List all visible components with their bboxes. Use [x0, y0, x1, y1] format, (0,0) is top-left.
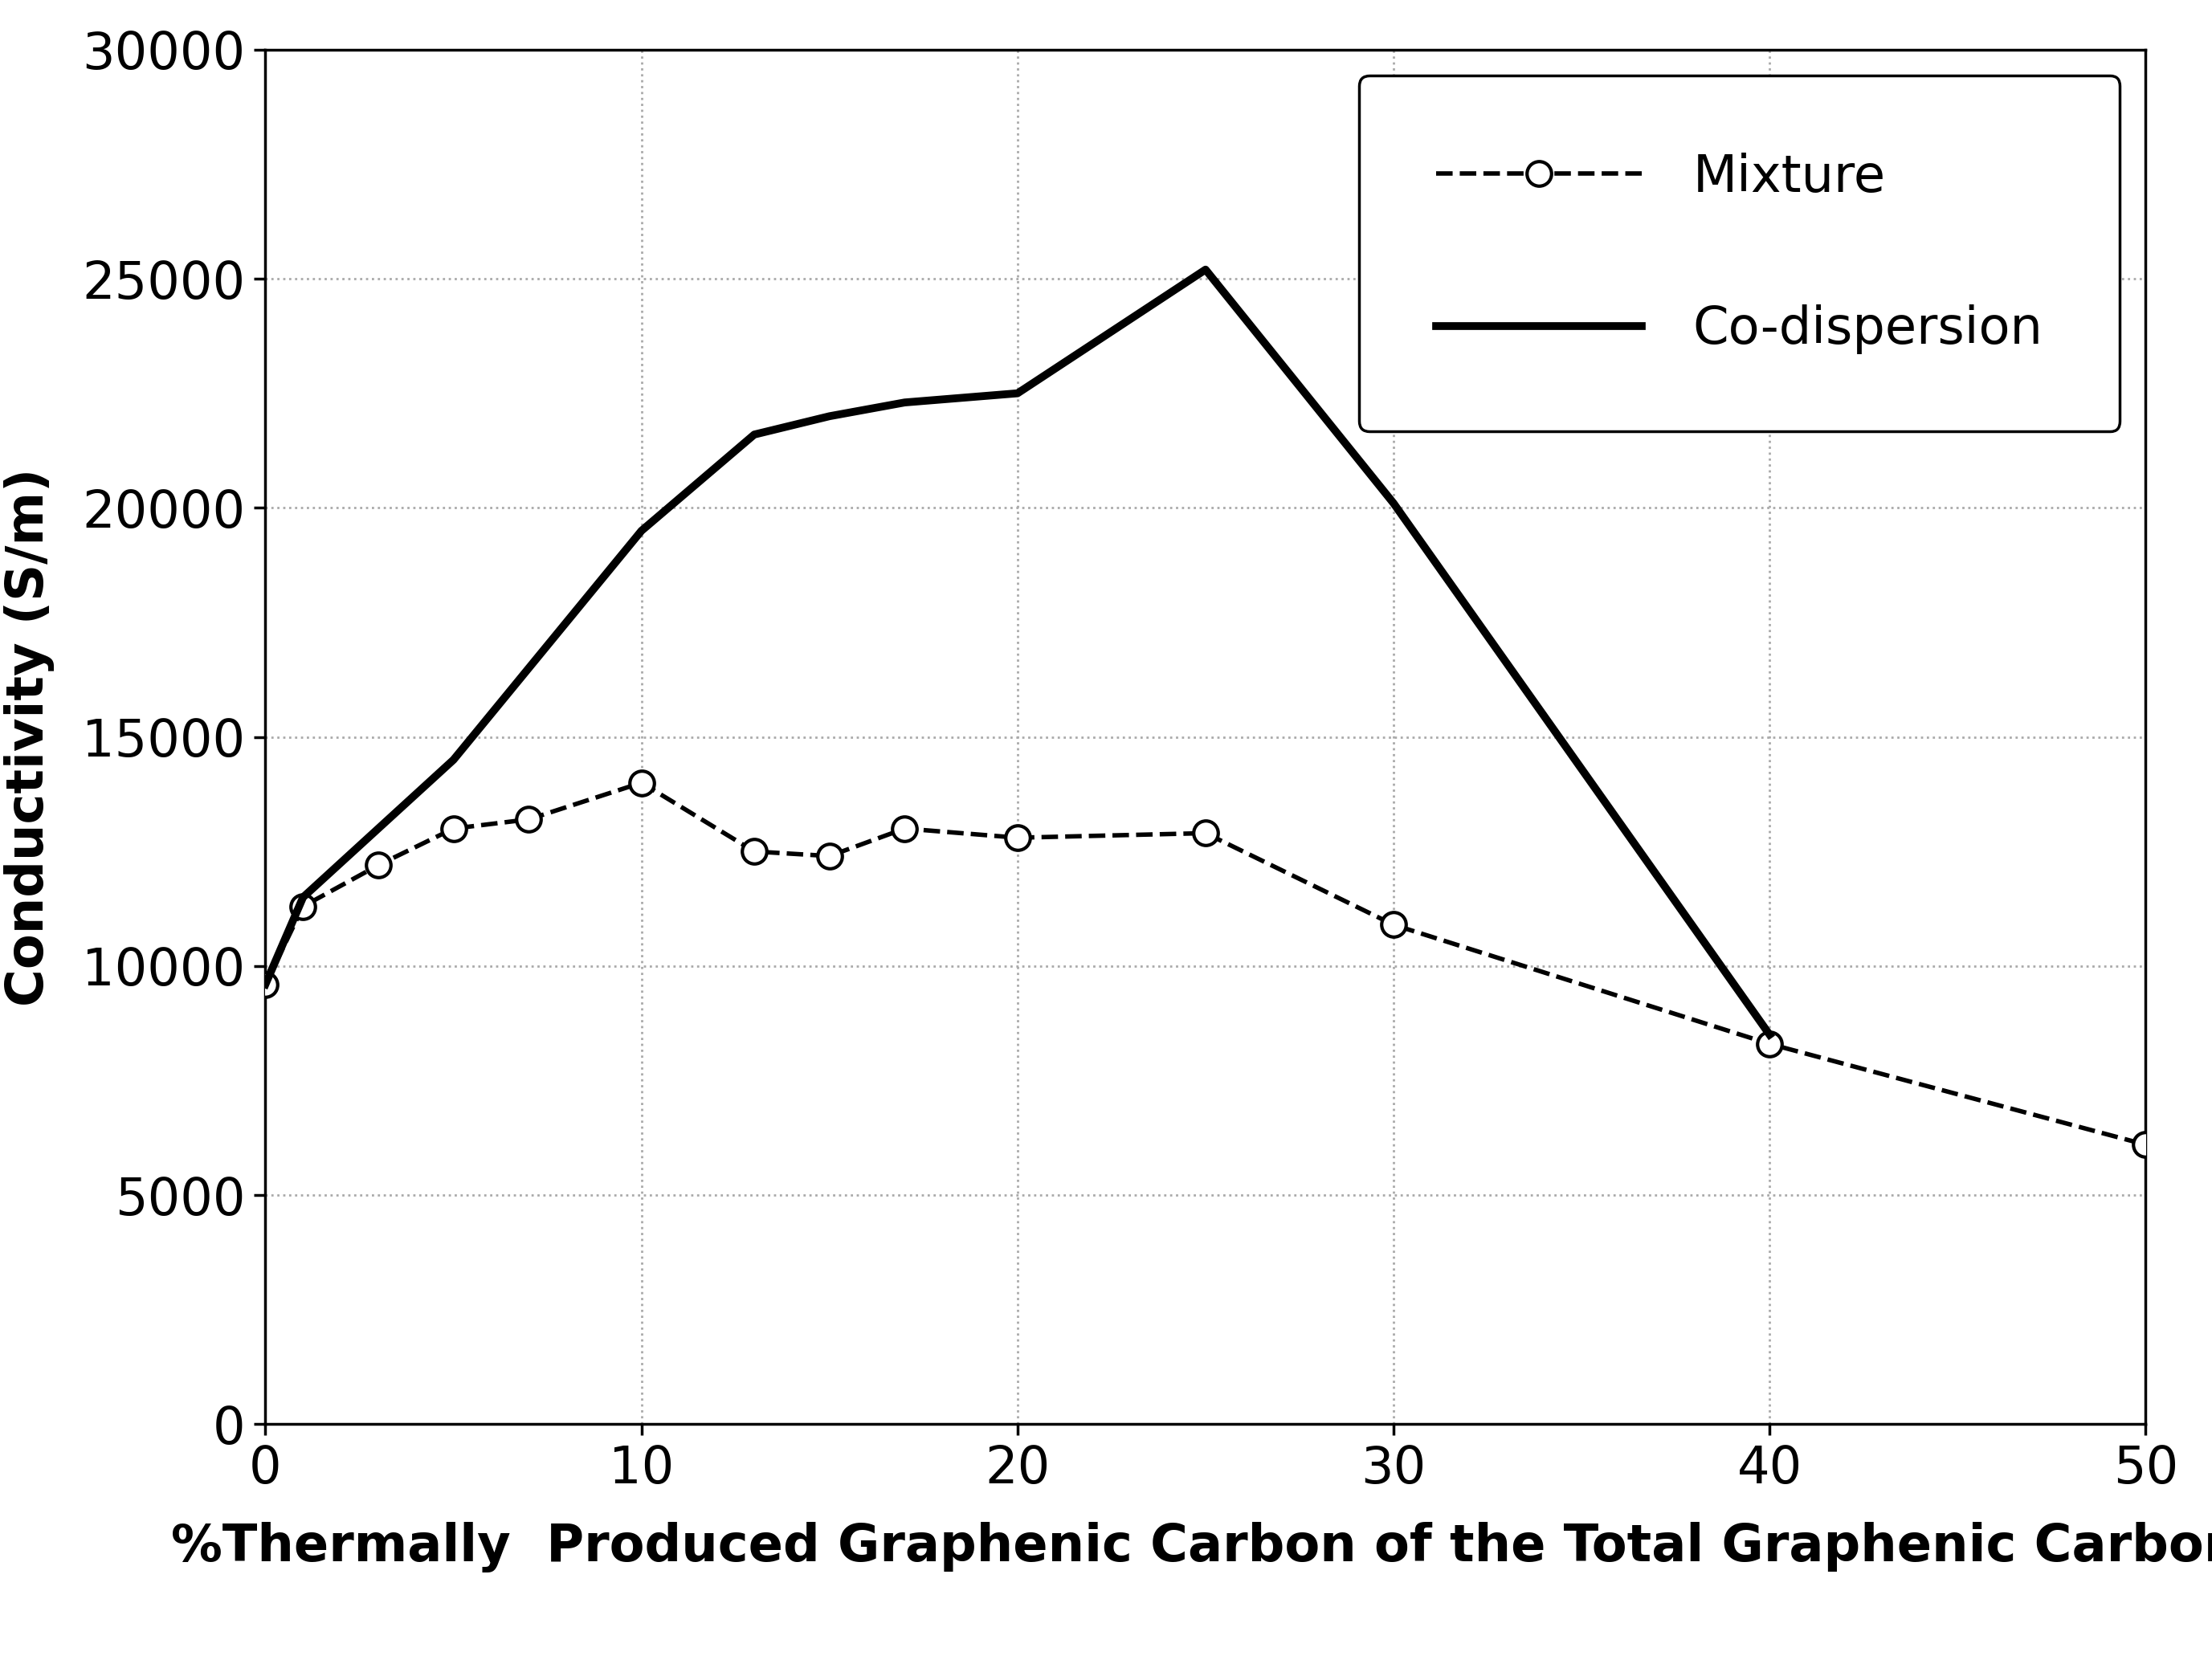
Mixture — [440, 818, 467, 838]
Mixture — [628, 773, 655, 793]
Mixture — [741, 841, 768, 861]
Mixture — [816, 846, 843, 866]
Mixture — [290, 896, 316, 916]
Co-dispersion — [290, 888, 316, 907]
Mixture — [891, 818, 918, 838]
Co-dispersion — [1192, 260, 1219, 280]
Co-dispersion — [515, 657, 542, 679]
Legend: Mixture, Co-dispersion: Mixture, Co-dispersion — [1360, 75, 2119, 432]
X-axis label: %Thermally  Produced Graphenic Carbon of the Total Graphenic Carbon: %Thermally Produced Graphenic Carbon of … — [170, 1522, 2212, 1573]
Co-dispersion — [365, 818, 392, 838]
Mixture — [515, 810, 542, 830]
Mixture — [2132, 1134, 2159, 1154]
Co-dispersion — [1756, 1025, 1783, 1045]
Co-dispersion — [1380, 493, 1407, 513]
Co-dispersion — [816, 406, 843, 426]
Co-dispersion — [741, 424, 768, 444]
Y-axis label: Conductivity (S/m): Conductivity (S/m) — [4, 467, 55, 1007]
Co-dispersion — [252, 974, 279, 994]
Co-dispersion — [628, 520, 655, 540]
Line: Mixture: Mixture — [252, 770, 2159, 1158]
Co-dispersion — [440, 750, 467, 770]
Mixture — [252, 974, 279, 994]
Line: Co-dispersion: Co-dispersion — [265, 270, 1770, 1035]
Co-dispersion — [891, 392, 918, 412]
Mixture — [365, 854, 392, 874]
Mixture — [1004, 828, 1031, 848]
Mixture — [1380, 914, 1407, 934]
Mixture — [1756, 1033, 1783, 1053]
Mixture — [1192, 823, 1219, 843]
Co-dispersion — [1004, 383, 1031, 402]
